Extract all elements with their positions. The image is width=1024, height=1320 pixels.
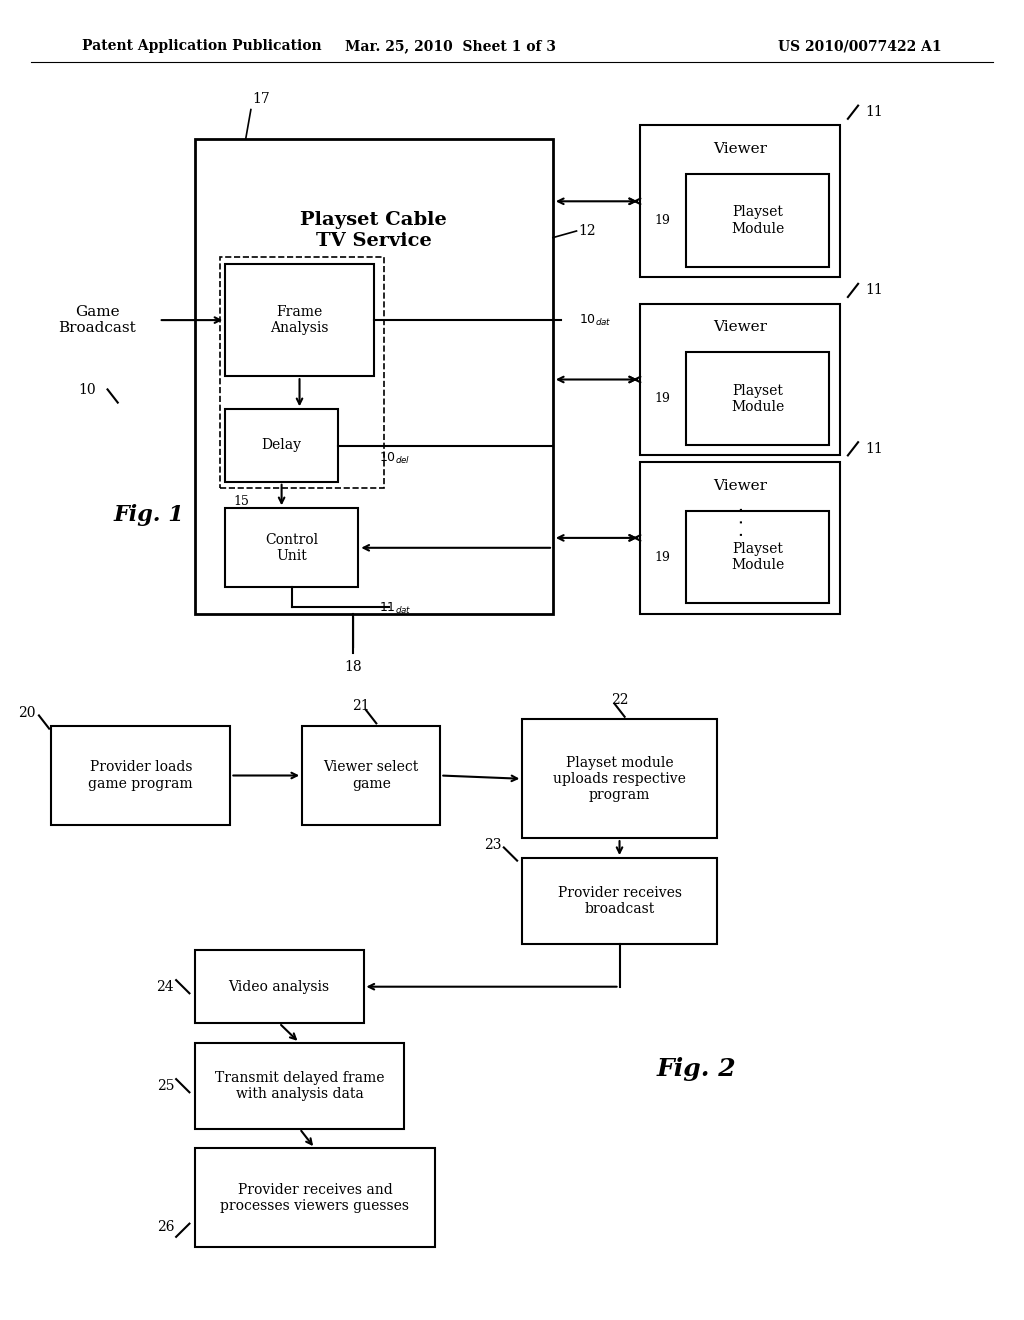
FancyBboxPatch shape [225,508,358,587]
Text: Game
Broadcast: Game Broadcast [58,305,136,335]
Text: $10_{dat}$: $10_{dat}$ [579,313,611,327]
Text: 25: 25 [157,1078,174,1093]
FancyBboxPatch shape [686,352,829,445]
Text: 11: 11 [865,284,883,297]
Text: Patent Application Publication: Patent Application Publication [82,40,322,53]
FancyBboxPatch shape [640,304,840,455]
FancyBboxPatch shape [522,858,717,944]
FancyBboxPatch shape [195,139,553,614]
Text: Viewer: Viewer [713,143,767,156]
Text: 17: 17 [252,91,270,106]
FancyBboxPatch shape [195,1043,404,1129]
FancyBboxPatch shape [640,125,840,277]
Text: Delay: Delay [261,438,302,453]
FancyBboxPatch shape [686,511,829,603]
Text: Mar. 25, 2010  Sheet 1 of 3: Mar. 25, 2010 Sheet 1 of 3 [345,40,556,53]
Text: 12: 12 [579,224,596,238]
Text: Playset Cable
TV Service: Playset Cable TV Service [300,211,447,249]
FancyBboxPatch shape [195,1148,435,1247]
Text: Provider receives
broadcast: Provider receives broadcast [557,886,682,916]
Text: 10: 10 [78,383,96,397]
Text: Video analysis: Video analysis [228,979,330,994]
Text: Playset
Module: Playset Module [731,384,784,413]
Text: 19: 19 [654,214,671,227]
Text: 21: 21 [352,700,370,713]
Text: 22: 22 [610,693,629,706]
Text: . . .: . . . [728,506,746,537]
Text: Control
Unit: Control Unit [265,533,318,562]
FancyBboxPatch shape [302,726,440,825]
FancyBboxPatch shape [522,719,717,838]
FancyBboxPatch shape [225,409,338,482]
Text: Playset
Module: Playset Module [731,206,784,235]
Text: 11: 11 [865,442,883,455]
Text: Fig. 1: Fig. 1 [113,504,184,525]
Text: Playset
Module: Playset Module [731,543,784,572]
Text: $10_{del}$: $10_{del}$ [379,451,411,466]
Text: 15: 15 [233,495,250,508]
Text: 18: 18 [344,660,362,675]
Text: Viewer: Viewer [713,479,767,492]
Text: 19: 19 [654,392,671,405]
Text: 24: 24 [157,979,174,994]
Text: Viewer: Viewer [713,321,767,334]
Text: Provider receives and
processes viewers guesses: Provider receives and processes viewers … [220,1183,410,1213]
FancyBboxPatch shape [640,462,840,614]
Text: 20: 20 [18,706,36,719]
FancyBboxPatch shape [195,950,364,1023]
Text: $11_{dat}$: $11_{dat}$ [379,601,412,615]
Text: 11: 11 [865,106,883,119]
Text: 19: 19 [654,550,671,564]
Text: Viewer select
game: Viewer select game [324,760,419,791]
Text: US 2010/0077422 A1: US 2010/0077422 A1 [778,40,942,53]
Text: 23: 23 [484,838,502,851]
Bar [220,257,384,488]
Text: 26: 26 [157,1220,174,1234]
Text: Provider loads
game program: Provider loads game program [88,760,194,791]
Text: Transmit delayed frame
with analysis data: Transmit delayed frame with analysis dat… [215,1071,384,1101]
Text: Frame
Analysis: Frame Analysis [270,305,329,335]
Text: Playset module
uploads respective
program: Playset module uploads respective progra… [553,755,686,803]
FancyBboxPatch shape [225,264,374,376]
FancyBboxPatch shape [686,174,829,267]
FancyBboxPatch shape [51,726,230,825]
Text: Fig. 2: Fig. 2 [656,1057,736,1081]
